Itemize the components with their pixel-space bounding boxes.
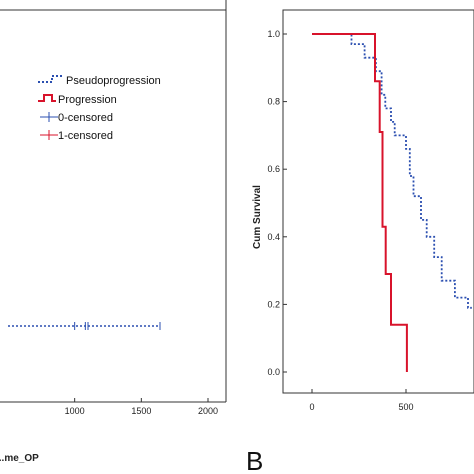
left-chart-panel: 1000 1500 2000 ...me_OP Pseudoprogression … [0,0,227,464]
b-y-tick-label: 0.6 [267,164,280,174]
b-series-line-progression [312,33,408,372]
legend-swatch-progression [38,94,56,102]
legend-item-progression: Progression [38,94,117,106]
b-series-group [312,33,472,372]
legend-label-progression: Progression [58,94,117,106]
b-x-tick-label: 500 [398,402,413,412]
b-y-tick-group: 0.0 0.2 0.4 0.6 0.8 1.0 [267,29,287,377]
b-y-tick-label: 0.8 [267,97,280,107]
left-x-tick-label: 1000 [65,406,85,416]
left-series-group [8,322,161,330]
left-x-tick-label: 2000 [198,406,218,416]
b-x-tick-label: 0 [309,402,314,412]
b-y-tick-label: 1.0 [267,29,280,39]
b-x-tick-group: 0 500 [309,389,414,412]
legend-label-pseudoprogression: Pseudoprogression [66,75,161,87]
left-x-tick-label: 1500 [131,406,151,416]
panel-letter-b: B [246,446,263,474]
legend-item-pseudoprogression: Pseudoprogression [38,75,161,87]
b-y-axis-label: Cum Survival [252,185,263,249]
b-y-tick-label: 0.0 [267,367,280,377]
legend-item-1-censored: 1-censored [40,130,113,142]
left-x-axis-label: ...me_OP [0,453,39,464]
legend-label-1-censored: 1-censored [58,130,113,142]
left-x-tick-group: 1000 1500 2000 [65,398,218,416]
legend-item-0-censored: 0-censored [40,112,113,124]
chart-panel-b: 0.0 0.2 0.4 0.6 0.8 1.0 0 500 Cum Survival B [246,9,474,474]
plot-frame-b [282,9,474,394]
legend-swatch-pseudoprogression [38,75,64,83]
b-y-tick-label: 0.4 [267,232,280,242]
legend: Pseudoprogression Progression 0-censored… [38,75,161,142]
b-series-line-pseudoprogression [312,33,472,309]
b-y-tick-label: 0.2 [267,299,280,309]
legend-label-0-censored: 0-censored [58,112,113,124]
